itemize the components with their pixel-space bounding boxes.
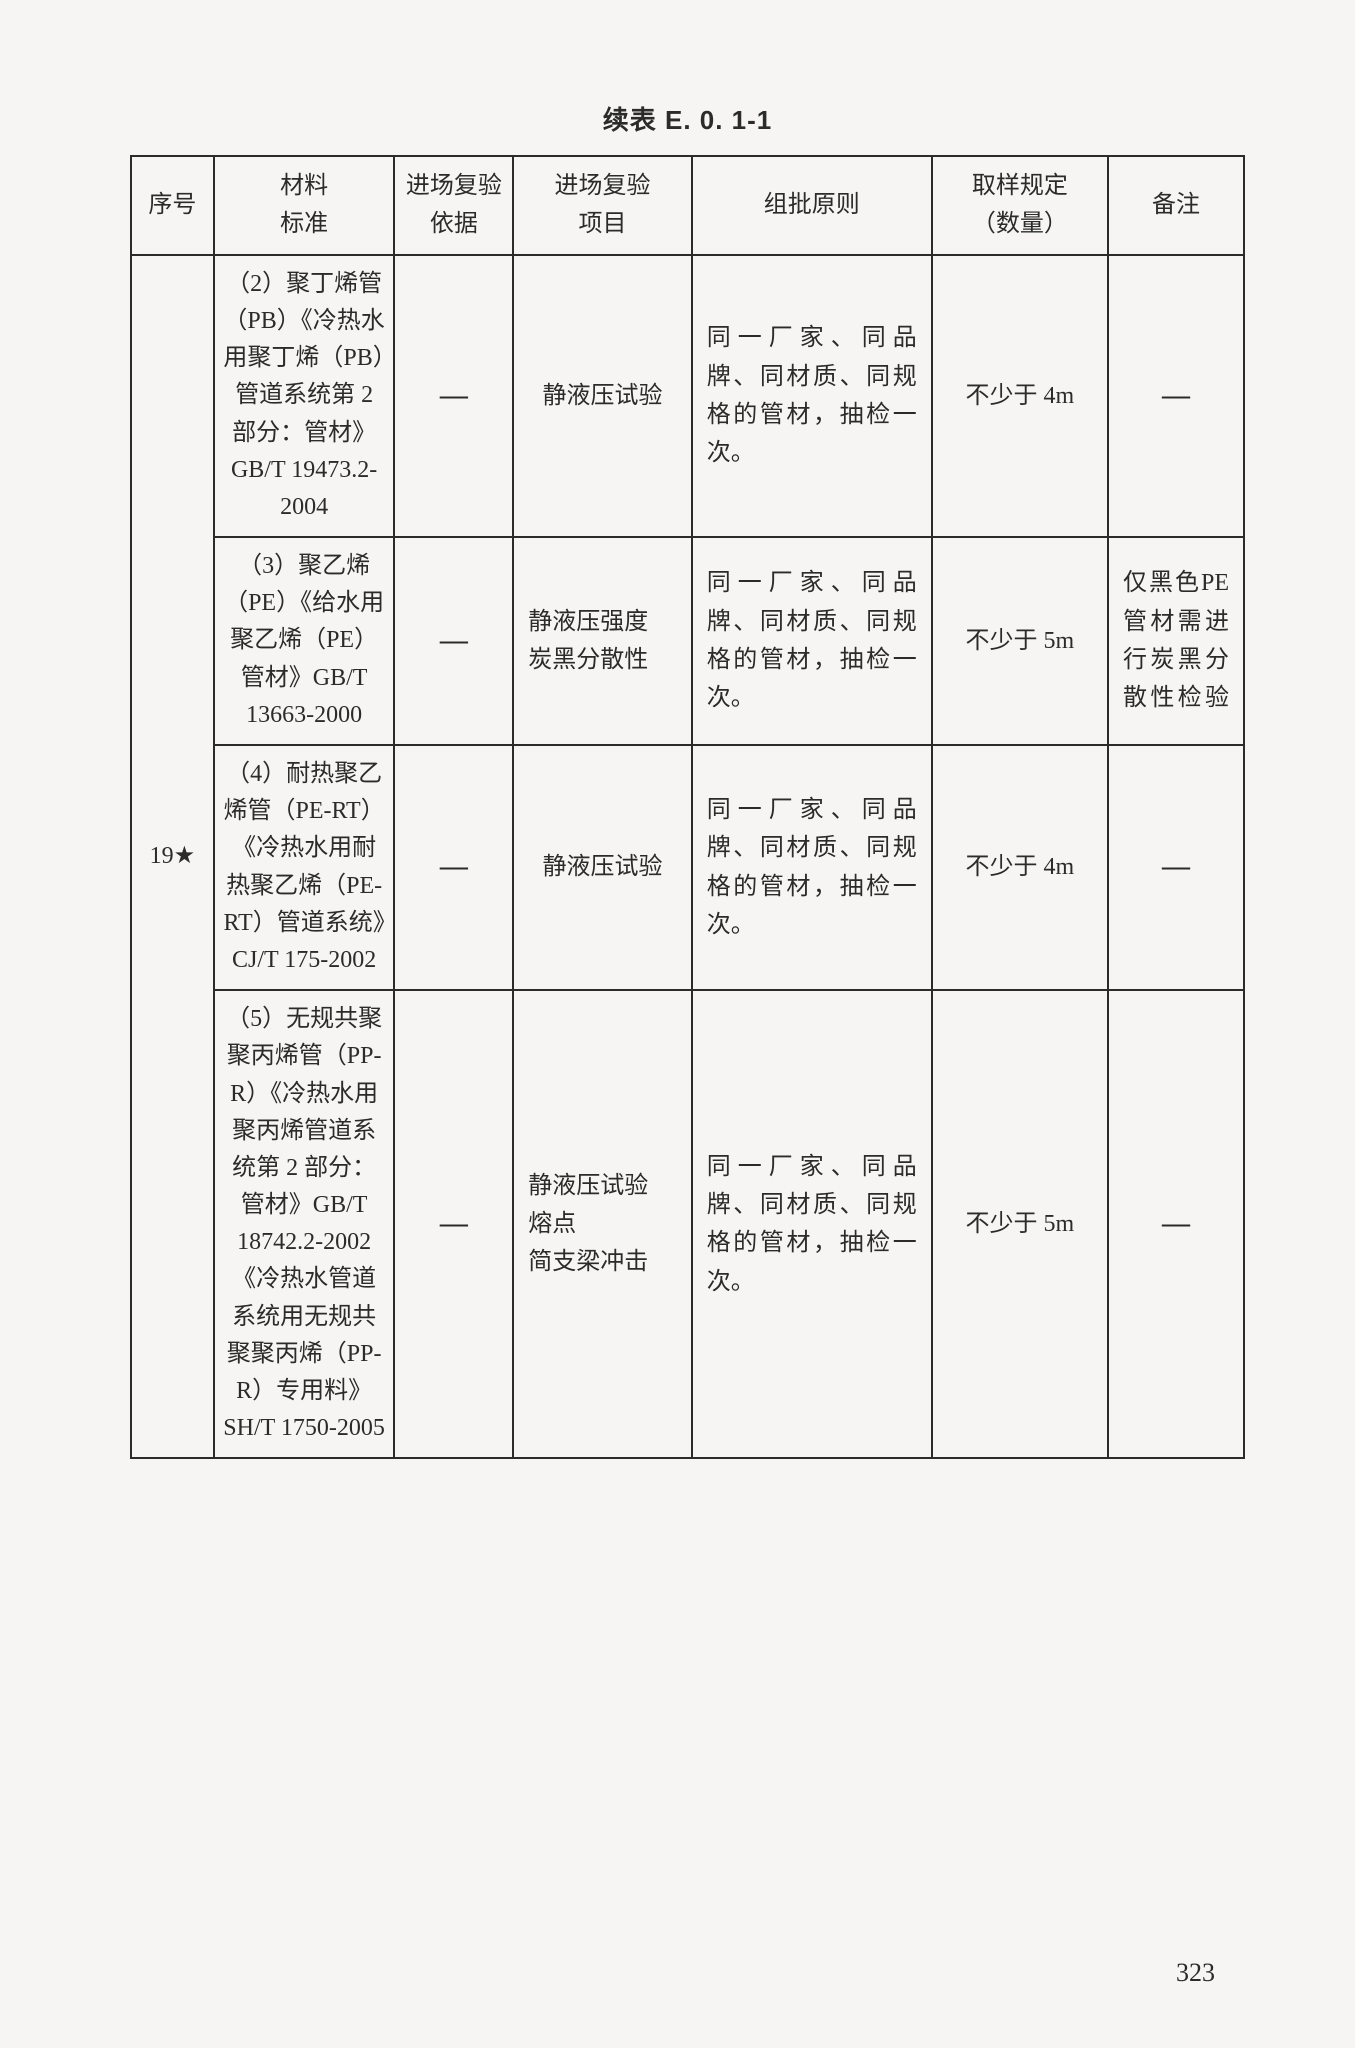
batch-cell: 同一厂家、同品牌、同材质、同规格的管材，抽检一次。	[692, 990, 932, 1458]
material-cell: （2）聚丁烯管（PB）《冷热水用聚丁烯（PB）管道系统第 2 部分：管材》GB/…	[214, 255, 395, 537]
dash-icon: —	[440, 625, 468, 656]
table-header-row: 序号 材料 标准 进场复验 依据 进场复验 项目 组批原则 取样规定 （数量） …	[131, 156, 1244, 255]
header-seq: 序号	[131, 156, 214, 255]
dash-icon: —	[440, 380, 468, 411]
note-cell: —	[1108, 990, 1244, 1458]
header-basis: 进场复验 依据	[394, 156, 513, 255]
dash-icon: —	[440, 1208, 468, 1239]
header-sampling: 取样规定 （数量）	[932, 156, 1108, 255]
sampling-cell: 不少于 5m	[932, 990, 1108, 1458]
page-number: 323	[1176, 1958, 1215, 1988]
dash-icon: —	[1162, 380, 1190, 411]
batch-cell: 同一厂家、同品牌、同材质、同规格的管材，抽检一次。	[692, 537, 932, 745]
header-material: 材料 标准	[214, 156, 395, 255]
table-row: （4）耐热聚乙烯管（PE-RT）《冷热水用耐热聚乙烯（PE-RT）管道系统》CJ…	[131, 745, 1244, 990]
table-row: 19★ （2）聚丁烯管（PB）《冷热水用聚丁烯（PB）管道系统第 2 部分：管材…	[131, 255, 1244, 537]
seq-cell: 19★	[131, 255, 214, 1459]
basis-cell: —	[394, 537, 513, 745]
material-cell: （4）耐热聚乙烯管（PE-RT）《冷热水用耐热聚乙烯（PE-RT）管道系统》CJ…	[214, 745, 395, 990]
note-cell: 仅黑色PE管材需进行炭黑分散性检验	[1108, 537, 1244, 745]
item-cell: 静液压试验	[513, 745, 691, 990]
item-cell: 静液压强度 炭黑分散性	[513, 537, 691, 745]
sampling-cell: 不少于 4m	[932, 255, 1108, 537]
batch-cell: 同一厂家、同品牌、同材质、同规格的管材，抽检一次。	[692, 255, 932, 537]
dash-icon: —	[1162, 851, 1190, 882]
header-note: 备注	[1108, 156, 1244, 255]
basis-cell: —	[394, 745, 513, 990]
item-cell: 静液压试验	[513, 255, 691, 537]
table-row: （5）无规共聚聚丙烯管（PP-R）《冷热水用聚丙烯管道系统第 2 部分：管材》G…	[131, 990, 1244, 1458]
table-title: 续表 E. 0. 1-1	[130, 100, 1245, 137]
note-cell: —	[1108, 255, 1244, 537]
header-item: 进场复验 项目	[513, 156, 691, 255]
batch-cell: 同一厂家、同品牌、同材质、同规格的管材，抽检一次。	[692, 745, 932, 990]
material-standards-table: 序号 材料 标准 进场复验 依据 进场复验 项目 组批原则 取样规定 （数量） …	[130, 155, 1245, 1459]
table-row: （3）聚乙烯（PE）《给水用聚乙烯（PE）管材》GB/T 13663-2000 …	[131, 537, 1244, 745]
material-cell: （5）无规共聚聚丙烯管（PP-R）《冷热水用聚丙烯管道系统第 2 部分：管材》G…	[214, 990, 395, 1458]
note-cell: —	[1108, 745, 1244, 990]
dash-icon: —	[440, 851, 468, 882]
document-page: 续表 E. 0. 1-1 序号 材料 标准 进场复验 依据 进场复验 项目 组批…	[0, 0, 1355, 2048]
item-cell: 静液压试验 熔点 简支梁冲击	[513, 990, 691, 1458]
material-cell: （3）聚乙烯（PE）《给水用聚乙烯（PE）管材》GB/T 13663-2000	[214, 537, 395, 745]
dash-icon: —	[1162, 1208, 1190, 1239]
basis-cell: —	[394, 990, 513, 1458]
basis-cell: —	[394, 255, 513, 537]
sampling-cell: 不少于 5m	[932, 537, 1108, 745]
sampling-cell: 不少于 4m	[932, 745, 1108, 990]
header-batch: 组批原则	[692, 156, 932, 255]
